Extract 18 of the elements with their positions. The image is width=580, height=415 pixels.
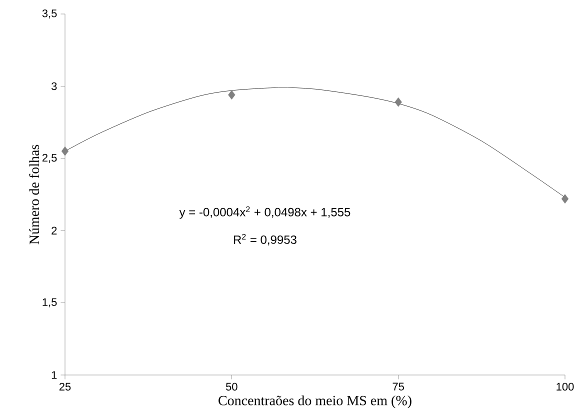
x-tick-label: 100 <box>556 382 574 391</box>
y-tick-label: 3 <box>52 82 57 90</box>
x-tick-label: 25 <box>59 382 71 391</box>
y-tick-label: 1,5 <box>42 298 57 308</box>
y-tick-label: 3,5 <box>42 9 57 19</box>
y-tick-label: 2,5 <box>42 154 57 163</box>
annotation: R$^{2}$ = 0,9953 <box>234 234 296 246</box>
point <box>228 90 236 100</box>
y-tick-label: 1 <box>52 371 57 379</box>
x-axis-title: Concentraões do meio MS em (%) <box>218 395 412 408</box>
point <box>561 194 569 204</box>
annotation: y = -0,0004x$^{2}$ + 0,0498x + 1,555 <box>179 206 350 219</box>
y-axis-title: Número de folhas <box>29 144 40 244</box>
y-tick-label: 2 <box>52 226 57 234</box>
x-tick-label: 50 <box>226 382 238 391</box>
x-tick-label: 75 <box>392 382 404 390</box>
point <box>394 97 402 107</box>
point <box>61 146 69 156</box>
